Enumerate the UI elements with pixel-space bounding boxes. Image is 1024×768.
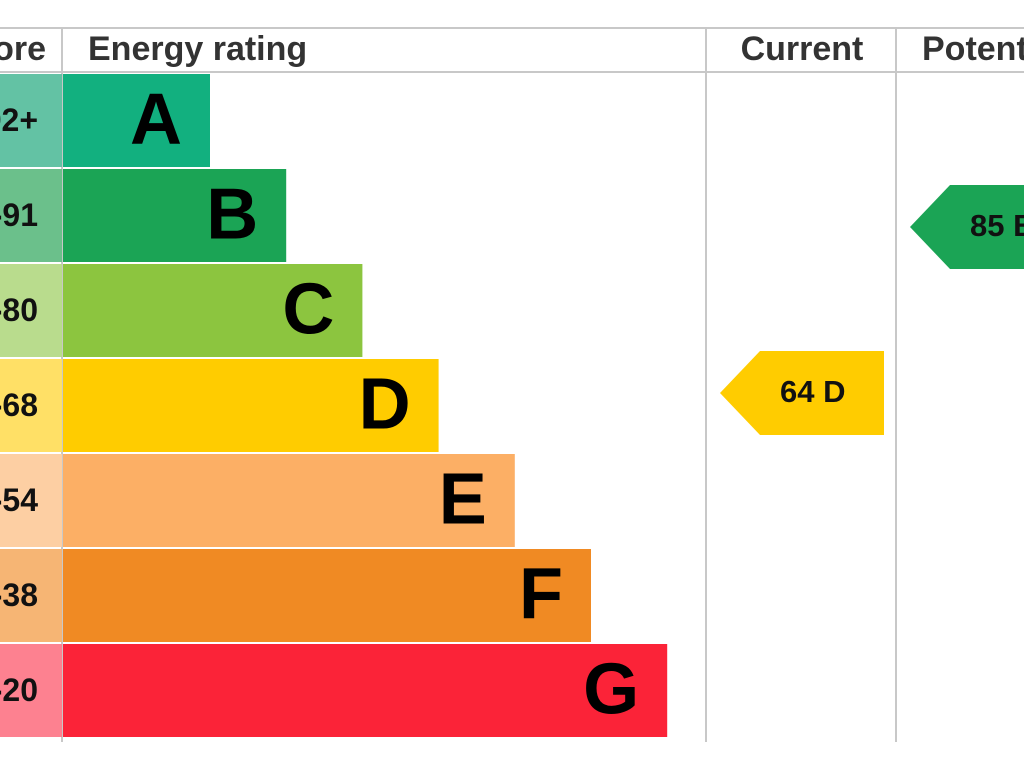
- score-cell: [0, 264, 62, 357]
- score-cell: [0, 644, 62, 737]
- band-bar: [63, 264, 363, 357]
- current-label: 64 D: [780, 374, 845, 409]
- band-bar: [63, 359, 439, 452]
- potential-label: 85 B: [970, 208, 1024, 243]
- score-range: 81-91: [0, 197, 38, 233]
- score-cell: [0, 74, 62, 167]
- score-range: 55-68: [0, 387, 38, 423]
- band-letter: E: [439, 460, 487, 540]
- score-cell: [0, 359, 62, 452]
- band-letter: C: [282, 270, 334, 350]
- potential-header: Potential: [922, 30, 1024, 68]
- score-range: 21-38: [0, 577, 38, 613]
- current-arrow: [720, 351, 884, 435]
- band-bar: [63, 549, 591, 642]
- score-range: 92+: [0, 102, 38, 138]
- score-range: 1-20: [0, 672, 38, 708]
- score-range: 69-80: [0, 292, 38, 328]
- score-range: 39-54: [0, 482, 38, 518]
- score-header: Score: [0, 30, 46, 68]
- score-cell: [0, 169, 62, 262]
- band-bar: [63, 644, 668, 737]
- band-bar: [63, 74, 210, 167]
- band-letter: F: [519, 555, 563, 635]
- band-letter: D: [359, 365, 411, 445]
- band-letter: G: [583, 650, 639, 730]
- current-header: Current: [741, 30, 864, 68]
- band-letter: B: [206, 175, 258, 255]
- band-letter: A: [130, 80, 182, 160]
- band-bar: [63, 169, 287, 262]
- rating-header: Energy rating: [88, 30, 307, 68]
- band-bar: [63, 454, 515, 547]
- score-cell: [0, 454, 62, 547]
- score-cell: [0, 549, 62, 642]
- potential-arrow: [910, 185, 1024, 269]
